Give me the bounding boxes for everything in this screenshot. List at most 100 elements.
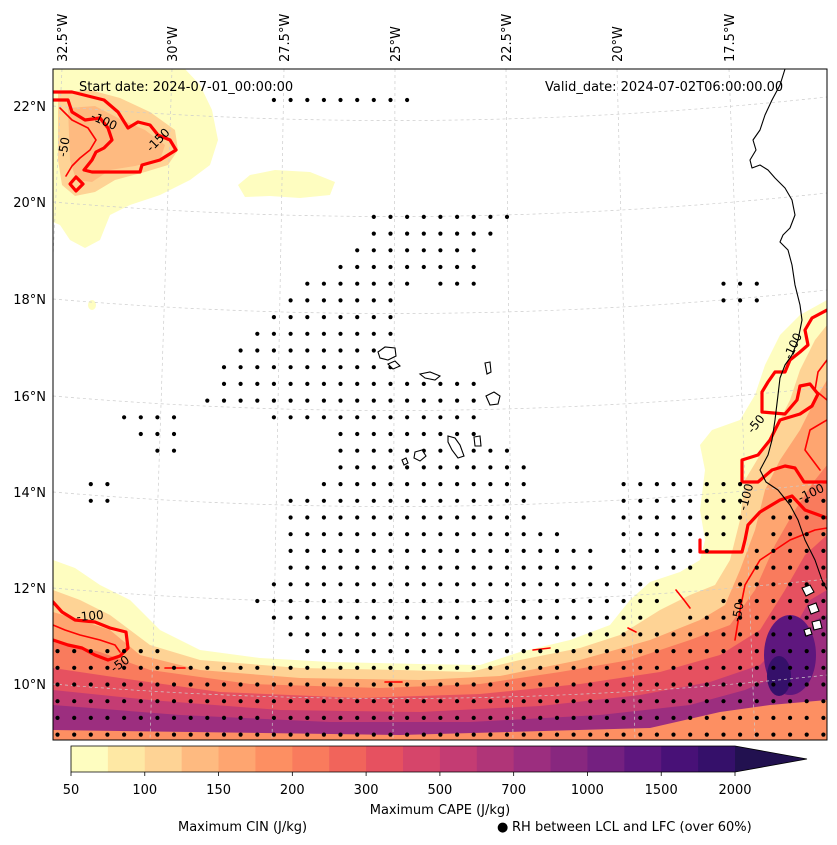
- stipple-dot: [205, 665, 210, 670]
- stipple-dot: [438, 398, 443, 403]
- stipple-dot: [355, 649, 360, 654]
- stipple-dot: [405, 715, 410, 721]
- stipple-dot: [438, 665, 443, 670]
- cape-region-speck: [88, 300, 96, 310]
- island-bijagos-4: [803, 627, 813, 637]
- stipple-dot: [638, 565, 643, 570]
- stipple-dot: [538, 682, 543, 687]
- stipple-dot: [788, 532, 793, 537]
- stipple-dot: [388, 231, 393, 236]
- stipple-dot: [321, 515, 326, 520]
- stipple-dot: [288, 381, 293, 386]
- stipple-dot: [455, 615, 460, 620]
- lon-label: 20°W: [611, 26, 626, 62]
- stipple-dot: [205, 715, 210, 721]
- stipple-dot: [405, 465, 410, 470]
- stipple-dot: [588, 699, 593, 704]
- stipple-dot: [455, 565, 460, 570]
- stipple-dot: [321, 565, 326, 570]
- stipple-dot: [554, 649, 560, 654]
- stipple-dot: [638, 615, 643, 620]
- stipple-dot: [788, 632, 793, 637]
- stipple-dot: [538, 665, 543, 670]
- meridian-22-5w: [505, 69, 514, 740]
- stipple-dot: [504, 214, 510, 219]
- stipple-dot: [371, 264, 376, 270]
- stipple-dot: [504, 465, 510, 470]
- stipple-dot: [471, 281, 476, 286]
- stipple-dot: [754, 699, 759, 704]
- stipple-dot: [388, 665, 393, 670]
- stipple-dot: [371, 699, 376, 704]
- stipple-dot: [654, 682, 660, 687]
- stipple-dot: [521, 598, 526, 604]
- stipple-dot: [138, 682, 143, 687]
- cin-contour-label: -50: [55, 136, 72, 158]
- stipple-dot: [338, 348, 343, 353]
- stipple-dot: [638, 598, 643, 604]
- stipple-dot: [338, 682, 343, 687]
- stipple-dot: [321, 381, 326, 386]
- stipple-dot: [654, 482, 660, 487]
- stipple-dot: [355, 582, 360, 587]
- stipple-dot: [521, 682, 526, 687]
- stipple-dot: [321, 682, 326, 687]
- stipple-dot: [671, 632, 676, 637]
- stipple-dot: [554, 615, 560, 620]
- stipple-dot: [821, 699, 826, 704]
- stipple-dot: [521, 665, 526, 670]
- stipple-dot: [455, 548, 460, 554]
- coastlines: [377, 69, 827, 637]
- stipple-dot: [604, 632, 610, 637]
- parallel-20n: [53, 192, 827, 217]
- stipple-dot: [488, 632, 493, 637]
- stipple-dot: [371, 348, 376, 353]
- stipple-dot: [155, 665, 160, 670]
- cape-region-bottom-edge: [53, 700, 827, 740]
- stipple-dot: [288, 715, 293, 721]
- stipple-dot: [388, 315, 393, 320]
- stipple-dot: [621, 515, 626, 520]
- stipple-dot: [521, 715, 526, 721]
- stipple-dot: [438, 231, 443, 236]
- stipple-dot: [771, 649, 776, 654]
- stipple-dot: [588, 548, 593, 554]
- stipple-dot: [821, 515, 826, 520]
- stipple-dot: [338, 515, 343, 520]
- island-sao-vicente: [387, 360, 401, 370]
- stipple-dot: [405, 548, 410, 554]
- stipple-dot: [471, 398, 476, 403]
- stipple-dot: [654, 649, 660, 654]
- stipple-dot: [288, 532, 293, 537]
- stipple-dot: [338, 632, 343, 637]
- parallel-10n: [53, 674, 827, 699]
- stipple-dot: [571, 598, 576, 604]
- stipple-dot: [471, 699, 476, 704]
- stipple-dot: [754, 649, 759, 654]
- stipple-dot: [771, 665, 776, 670]
- stipple-dot: [788, 732, 793, 737]
- stipple-dot: [338, 715, 343, 721]
- colorbar-outline: [70, 745, 808, 773]
- stipple-dot: [355, 298, 360, 303]
- stipple-dot: [221, 715, 227, 721]
- colorbar-tick-labels: 50 100 150 200 300 500 700 1000 1500 200…: [63, 783, 752, 798]
- stipple-dot: [321, 598, 326, 604]
- stipple-dot: [238, 732, 243, 737]
- stipple-dot: [221, 682, 227, 687]
- stipple-dot: [388, 515, 393, 520]
- stipple-dot: [55, 665, 60, 670]
- stipple-dot: [421, 715, 426, 721]
- stipple-dot: [405, 381, 410, 386]
- stipple-dot: [504, 565, 510, 570]
- stipple-dot: [804, 649, 809, 654]
- stipple-dot: [488, 682, 493, 687]
- stipple-dot: [771, 715, 776, 721]
- stipple-dot: [255, 348, 260, 353]
- stipple-dot: [488, 715, 493, 721]
- stipple-dot: [305, 532, 310, 537]
- stipple-dot: [338, 331, 343, 336]
- stipple-dot: [721, 515, 726, 520]
- stipple-dot: [421, 632, 426, 637]
- stipple-dot: [305, 515, 310, 520]
